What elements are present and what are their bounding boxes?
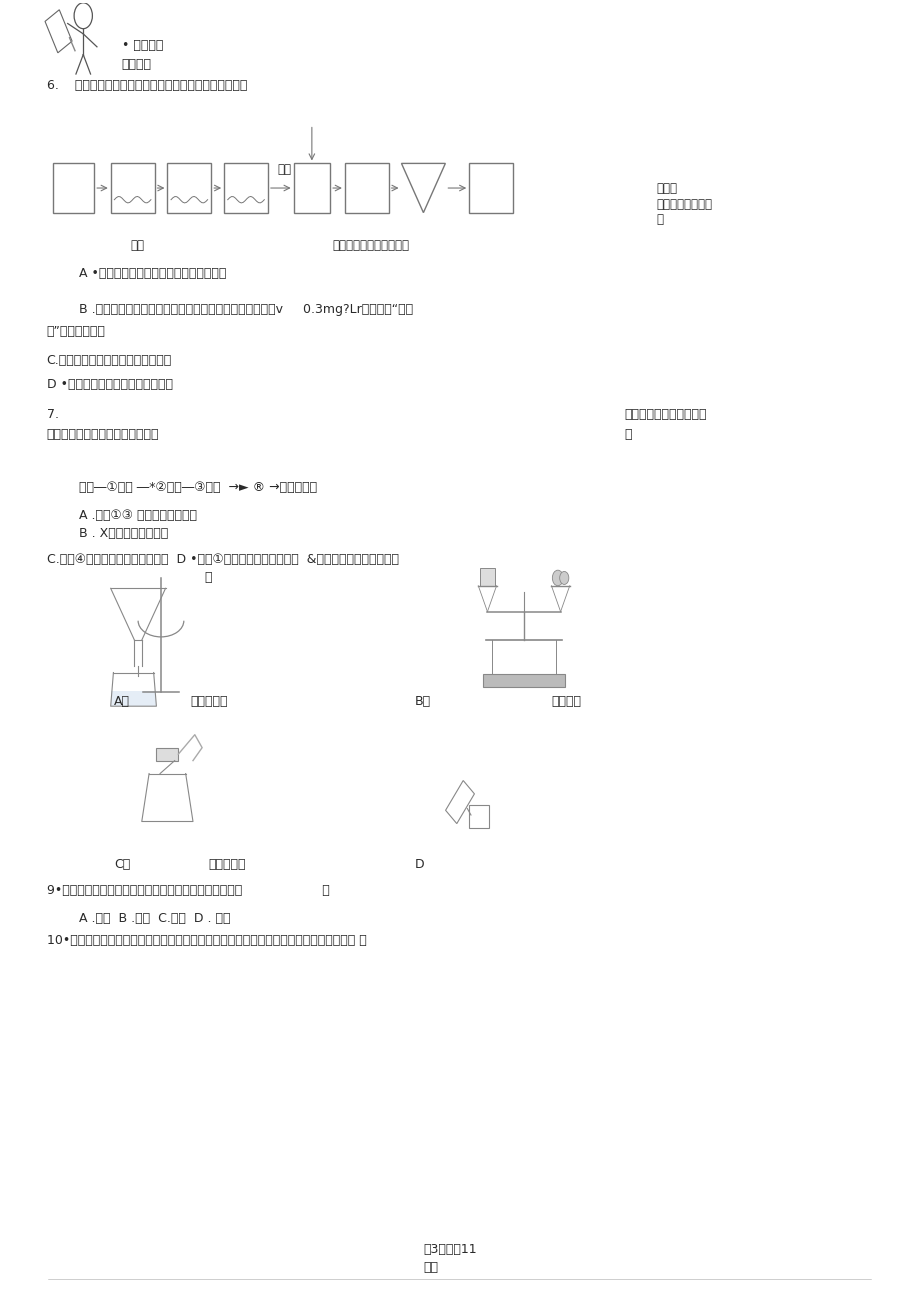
- Text: 加絮凝剂: 加絮凝剂: [121, 59, 152, 72]
- Bar: [482, 674, 564, 687]
- Text: C.步骤④可用重金属盐杀菌、消毒  D •步骤①中可加入明矾作絮凝剂  &下列实验操作错误的是（: C.步骤④可用重金属盐杀菌、消毒 D •步骤①中可加入明矾作絮凝剂 &下列实验操…: [47, 553, 398, 566]
- Bar: [224, 164, 267, 212]
- Text: C．: C．: [114, 857, 130, 870]
- Text: 自来水厂净化水的主要步: 自来水厂净化水的主要步: [624, 409, 707, 422]
- Bar: [345, 164, 388, 212]
- Text: 投药: 投药: [277, 164, 290, 177]
- Text: A •除去水中固态杂质的主要设备是吸附池: A •除去水中固态杂质的主要设备是吸附池: [79, 267, 226, 280]
- Text: 第3页（全11: 第3页（全11: [423, 1242, 477, 1255]
- Text: ）: ）: [624, 428, 631, 441]
- Text: 9•下列净化水的操作，单一操作相对净化程度较高的是（                    ）: 9•下列净化水的操作，单一操作相对净化程度较高的是（ ）: [47, 883, 329, 896]
- Text: A．: A．: [114, 695, 130, 708]
- Text: B . X试剂可以是活性炭: B . X试剂可以是活性炭: [79, 527, 168, 540]
- Text: 反应沉过滤池活性: 反应沉过滤池活性: [656, 198, 712, 211]
- Bar: [53, 164, 94, 212]
- Text: B .有关部门规定经上述流程净化后进入用户的饮用水含铁v     0.3mg?Lr，其中的“铁、: B .有关部门规定经上述流程净化后进入用户的饮用水含铁v 0.3mg?Lr，其中…: [79, 303, 413, 316]
- Text: A .步骤①③ 可除去难溶性杂质: A .步骤①③ 可除去难溶性杂质: [79, 509, 197, 522]
- Text: 河水―①沉降 ―*②过滤―③吸附  →► ® →净化后的水: 河水―①沉降 ―*②过滤―③吸附 →► ® →净化后的水: [79, 481, 316, 494]
- Text: 淤泥: 淤泥: [130, 238, 144, 251]
- Text: 锄”指的是铁原子: 锄”指的是铁原子: [47, 325, 106, 338]
- Text: 骤如图所示。有关说法错误的是（: 骤如图所示。有关说法错误的是（: [47, 428, 159, 441]
- Bar: [156, 748, 178, 761]
- Text: 页）: 页）: [423, 1261, 438, 1274]
- Bar: [469, 164, 513, 212]
- Text: ）: ）: [204, 571, 211, 584]
- Text: 称量固体: 称量固体: [550, 695, 581, 708]
- Text: 10•在进行过滤操作时，除了使用铁架台（带铁圈）、烧杯、玻璃棒以外，还必须用到的仪 器: 10•在进行过滤操作时，除了使用铁架台（带铁圈）、烧杯、玻璃棒以外，还必须用到的…: [47, 934, 366, 947]
- Text: A .沉淠  B .过滤  C.消毒  D . 蒸馏: A .沉淠 B .过滤 C.消毒 D . 蒸馏: [79, 912, 230, 925]
- Text: B．: B．: [414, 695, 430, 708]
- Text: 吸附池清水池配水泵用户: 吸附池清水池配水泵用户: [332, 238, 409, 251]
- Text: D •消毒用的液氯是一种非金属单质: D •消毒用的液氯是一种非金属单质: [47, 379, 173, 392]
- Text: 取水口: 取水口: [656, 182, 677, 195]
- Text: 7.: 7.: [47, 409, 59, 422]
- Bar: [167, 164, 211, 212]
- Text: 6.    如图为自来水生产过程示意图。下列说法正确的是（: 6. 如图为自来水生产过程示意图。下列说法正确的是（: [47, 79, 247, 92]
- Bar: [480, 567, 494, 585]
- Bar: [293, 164, 330, 212]
- Bar: [110, 691, 156, 706]
- Text: • 倾倒液体: • 倾倒液体: [121, 39, 163, 52]
- Text: 过滤悬浊液: 过滤悬浊液: [190, 695, 228, 708]
- Bar: [110, 164, 154, 212]
- Bar: [469, 804, 489, 827]
- Text: C.活性碳吸附池内发生的是化学变化: C.活性碳吸附池内发生的是化学变化: [47, 354, 172, 367]
- Circle shape: [559, 571, 568, 584]
- Text: 炭: 炭: [656, 212, 663, 225]
- Text: D: D: [414, 857, 424, 870]
- Circle shape: [551, 570, 562, 585]
- Text: 熏灭酒精灯: 熏灭酒精灯: [209, 857, 245, 870]
